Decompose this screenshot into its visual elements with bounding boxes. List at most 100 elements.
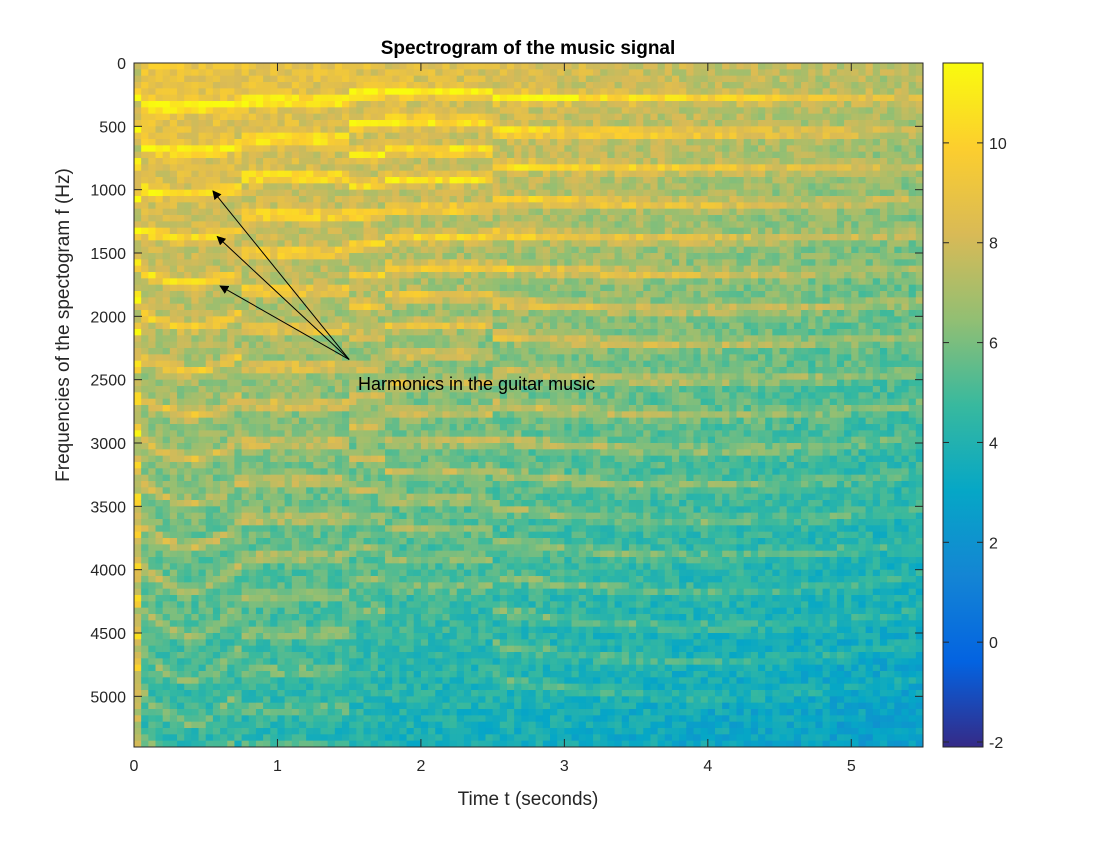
heatmap-cell (334, 379, 343, 387)
heatmap-cell (263, 183, 271, 191)
heatmap-cell (241, 367, 250, 374)
heatmap-cell (349, 240, 357, 248)
heatmap-cell (456, 525, 465, 533)
heatmap-cell (298, 740, 307, 747)
heatmap-cell (413, 645, 422, 653)
heatmap-cell (277, 614, 286, 621)
heatmap-cell (406, 595, 415, 602)
heatmap-cell (263, 481, 271, 488)
heatmap-cell (270, 455, 279, 463)
heatmap-cell (320, 443, 329, 450)
heatmap-cell (356, 253, 365, 260)
heatmap-cell (162, 614, 171, 621)
heatmap-cell (298, 272, 307, 279)
heatmap-cell (342, 449, 350, 457)
heatmap-cell (356, 265, 365, 273)
heatmap-cell (306, 563, 314, 571)
heatmap-cell (399, 386, 408, 393)
heatmap-cell (363, 234, 372, 241)
heatmap-cell (212, 588, 221, 596)
heatmap-cell (205, 94, 214, 102)
heatmap-cell (291, 664, 300, 672)
heatmap-cell (363, 120, 372, 127)
heatmap-cell (399, 500, 408, 507)
heatmap-cell (456, 367, 465, 374)
heatmap-cell (334, 88, 343, 96)
heatmap-cell (291, 63, 300, 70)
heatmap-cell (284, 354, 293, 362)
heatmap-cell (255, 639, 264, 647)
heatmap-cell (241, 645, 250, 653)
heatmap-cell (406, 411, 415, 419)
heatmap-cell (148, 519, 157, 526)
heatmap-cell (184, 702, 192, 710)
heatmap-cell (449, 341, 458, 349)
heatmap-cell (155, 265, 164, 273)
heatmap-cell (263, 601, 271, 609)
heatmap-cell (377, 348, 386, 355)
heatmap-cell (241, 614, 250, 621)
heatmap-cell (191, 158, 200, 165)
heatmap-cell (198, 683, 207, 691)
heatmap-cell (284, 126, 293, 134)
heatmap-cell (284, 620, 293, 628)
heatmap-cell (241, 63, 250, 70)
heatmap-cell (248, 379, 257, 387)
heatmap-cell (220, 259, 228, 267)
heatmap-cell (399, 683, 408, 691)
heatmap-cell (442, 652, 451, 659)
heatmap-cell (420, 398, 429, 406)
heatmap-cell (377, 487, 386, 495)
heatmap-cell (277, 576, 286, 583)
heatmap-cell (306, 75, 314, 83)
heatmap-cell (134, 436, 142, 444)
heatmap-cell (191, 696, 200, 704)
heatmap-cell (291, 139, 300, 146)
heatmap-cell (255, 645, 264, 653)
heatmap-cell (155, 506, 164, 514)
heatmap-cell (428, 139, 436, 146)
heatmap-cell (334, 82, 343, 89)
heatmap-cell (248, 430, 257, 438)
heatmap-cell (320, 519, 329, 526)
heatmap-cell (313, 259, 322, 267)
heatmap-cell (377, 474, 386, 482)
heatmap-cell (255, 576, 264, 583)
heatmap-cell (313, 63, 322, 70)
heatmap-cell (227, 183, 236, 191)
heatmap-cell (428, 430, 436, 438)
heatmap-cell (212, 208, 221, 216)
heatmap-cell (284, 740, 293, 747)
heatmap-cell (227, 120, 236, 127)
heatmap-cell (298, 360, 307, 368)
heatmap-cell (413, 386, 422, 393)
heatmap-cell (241, 202, 250, 210)
heatmap-cell (191, 569, 200, 577)
heatmap-cell (392, 265, 400, 273)
heatmap-cell (198, 614, 207, 621)
heatmap-cell (212, 164, 221, 172)
heatmap-cell (184, 63, 192, 70)
heatmap-cell (363, 569, 372, 577)
heatmap-cell (263, 449, 271, 457)
heatmap-cell (298, 170, 307, 178)
heatmap-cell (184, 411, 192, 419)
heatmap-cell (342, 240, 350, 248)
heatmap-cell (241, 234, 250, 241)
heatmap-cell (428, 664, 436, 672)
heatmap-cell (298, 386, 307, 393)
heatmap-cell (198, 234, 207, 241)
heatmap-cell (248, 177, 257, 184)
heatmap-cell (234, 449, 243, 457)
heatmap-cell (177, 601, 185, 609)
heatmap-cell (442, 240, 451, 248)
heatmap-cell (342, 360, 350, 368)
heatmap-cell (442, 690, 451, 697)
heatmap-cell (177, 145, 185, 153)
heatmap-cell (399, 196, 408, 203)
heatmap-cell (356, 569, 365, 577)
heatmap-cell (155, 474, 164, 482)
heatmap-cell (406, 474, 415, 482)
heatmap-cell (334, 341, 343, 349)
heatmap-cell (212, 474, 221, 482)
